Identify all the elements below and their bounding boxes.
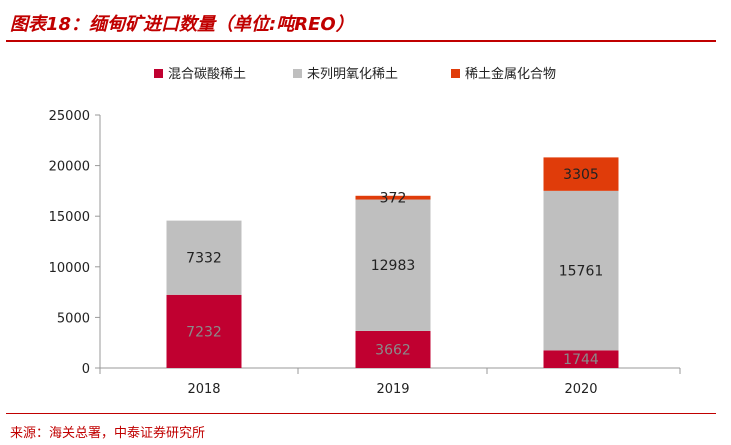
source-note: 来源：海关总署，中泰证券研究所 bbox=[10, 426, 206, 441]
bar-2020-series-3 bbox=[543, 157, 619, 191]
data-label-2020-series-1: 1744 bbox=[563, 352, 599, 368]
bar-2020-series-2 bbox=[543, 190, 619, 351]
bar-2019-series-2 bbox=[355, 199, 431, 331]
y-tick-label-25000: 25000 bbox=[49, 109, 90, 124]
x-axis: 2018 2019 2020 bbox=[99, 367, 681, 397]
data-label-2019-series-1: 3662 bbox=[375, 342, 411, 358]
bar-2018-series-2 bbox=[166, 220, 242, 295]
bar-data-labels: 7232 7332 3662 12983 372 1744 15761 3305 bbox=[186, 167, 603, 368]
bar-series bbox=[166, 157, 619, 368]
x-tick-label-2018: 2018 bbox=[187, 382, 220, 397]
x-tick-label-2020: 2020 bbox=[564, 382, 597, 397]
title-divider bbox=[6, 40, 716, 42]
y-tick-label-10000: 10000 bbox=[49, 261, 90, 276]
data-label-2018-series-2: 7332 bbox=[186, 251, 222, 267]
chart-legend: 混合碳酸稀土 未列明氧化稀土 稀土金属化合物 bbox=[154, 66, 556, 82]
x-tick-label-2019: 2019 bbox=[376, 382, 409, 397]
y-tick-label-15000: 15000 bbox=[49, 210, 90, 225]
data-label-2018-series-1: 7232 bbox=[186, 324, 222, 340]
data-label-2020-series-2: 15761 bbox=[559, 264, 604, 280]
data-label-2020-series-3: 3305 bbox=[563, 167, 599, 183]
legend-label-2: 未列明氧化稀土 bbox=[307, 67, 398, 82]
data-label-2019-series-2: 12983 bbox=[371, 258, 416, 274]
bar-2020-series-1 bbox=[543, 350, 619, 368]
y-tick-label-5000: 5000 bbox=[57, 311, 90, 326]
bar-2019-series-1 bbox=[355, 330, 431, 368]
legend-label-1: 混合碳酸稀土 bbox=[168, 67, 246, 82]
legend-label-3: 稀土金属化合物 bbox=[465, 66, 556, 82]
footer-divider bbox=[6, 413, 716, 414]
y-tick-label-20000: 20000 bbox=[49, 160, 90, 175]
y-tick-label-0: 0 bbox=[82, 362, 90, 377]
legend-swatch-3 bbox=[451, 69, 460, 78]
legend-swatch-1 bbox=[154, 69, 163, 78]
data-label-2019-series-3: 372 bbox=[380, 191, 407, 207]
y-axis: 0 5000 10000 15000 20000 25000 bbox=[49, 109, 101, 377]
bar-2019-series-3 bbox=[355, 195, 431, 200]
bar-2018-series-1 bbox=[166, 294, 242, 368]
chart-title: 图表18：缅甸矿进口数量（单位:吨REO） bbox=[10, 14, 354, 35]
legend-swatch-2 bbox=[293, 69, 302, 78]
